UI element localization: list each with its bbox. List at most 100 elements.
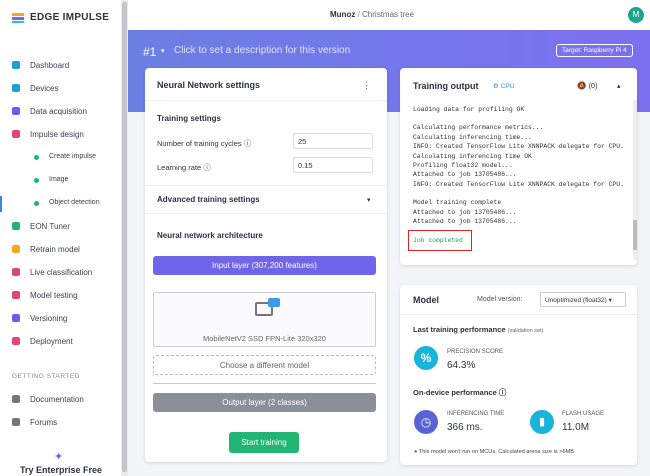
- log-line: Calculating performance metrics...: [413, 124, 544, 132]
- note: (validation set): [507, 328, 544, 334]
- log-line: Loading data for profiling OK: [413, 106, 525, 113]
- warning: ● This model won't run on MCUs. Calculat…: [414, 449, 574, 455]
- nav-icon: [12, 314, 20, 322]
- nav-icon: [12, 84, 20, 92]
- caret: ▾: [367, 197, 371, 204]
- nav-icon: [12, 130, 20, 138]
- nav-item[interactable]: Versioning: [30, 314, 68, 323]
- card-title: Model: [413, 295, 439, 305]
- status-box: [408, 230, 472, 251]
- nav-item[interactable]: Image: [49, 176, 69, 183]
- log-line: Attached to job 13705486...: [413, 208, 517, 216]
- notifications[interactable]: 🔕 (0): [577, 81, 598, 90]
- label: Learning rate: [157, 163, 202, 172]
- nav-icon: [12, 222, 20, 230]
- nav-item[interactable]: Create impulse: [49, 153, 97, 160]
- version-select[interactable]: Unoptimized (float32) ▾: [540, 292, 626, 307]
- log-line: Attached to job 13705486...: [413, 218, 517, 226]
- card-title: Neural Network settings: [157, 80, 261, 90]
- nav-item[interactable]: Deployment: [30, 337, 73, 346]
- owner[interactable]: Munoz: [330, 10, 356, 19]
- version: Unoptimized (float32): [545, 297, 607, 304]
- log-line: Calculating inferencing time OK: [413, 152, 532, 160]
- nav-item[interactable]: Dashboard: [30, 61, 70, 70]
- collapse[interactable]: ▴: [617, 83, 621, 90]
- nav-item[interactable]: Devices: [30, 84, 59, 93]
- section-title: Training settings: [157, 114, 222, 123]
- note: This model won't run on MCUs. Calculated…: [418, 449, 574, 455]
- nav-icon: [12, 61, 20, 69]
- model-icon: [255, 302, 273, 316]
- input-layer: Input layer (307,200 features): [153, 256, 376, 275]
- device: ⚙ CPU: [493, 83, 515, 90]
- topbar: [128, 0, 650, 30]
- nav-item[interactable]: Impulse design: [30, 130, 84, 139]
- section-title: On-device performance ⓘ: [413, 388, 507, 397]
- project[interactable]: Christmas tree: [362, 10, 415, 19]
- menu[interactable]: ⋮: [362, 80, 371, 90]
- choose-model[interactable]: Choose a different model: [153, 355, 376, 375]
- time-icon: ◷: [414, 410, 438, 434]
- nav-icon: [12, 245, 20, 253]
- log-line: Profiling float32 model...: [413, 162, 513, 170]
- log-line: INFO: Created TensorFlow Lite XNNPACK de…: [413, 143, 624, 151]
- nav-item[interactable]: Data acquisition: [30, 107, 87, 116]
- log-group: Calculating performance metrics... Calcul…: [413, 123, 624, 189]
- nav-icon: [12, 418, 20, 426]
- nav-item[interactable]: Retrain model: [30, 245, 80, 254]
- divider: [145, 185, 387, 186]
- log-line: INFO: Created TensorFlow Lite XNNPACK de…: [413, 180, 624, 188]
- nav-icon: [34, 178, 39, 183]
- nav-item[interactable]: Documentation: [30, 395, 84, 404]
- divider: [400, 314, 637, 315]
- model-block: [153, 292, 376, 347]
- description[interactable]: Click to set a description for this vers…: [174, 45, 351, 56]
- metric-label: INFERENCING TIME: [447, 411, 505, 417]
- field-input[interactable]: 0.15: [293, 157, 373, 173]
- nav-icon: [34, 155, 39, 160]
- section-title: Last training performance (validation se…: [413, 325, 543, 334]
- nav-item[interactable]: Object detection: [49, 199, 100, 206]
- avatar[interactable]: M: [628, 7, 644, 23]
- model-name: MobileNetV2 SSD FPN-Lite 320x320: [203, 334, 326, 343]
- field-label: Learning rate ⓘ: [157, 163, 211, 172]
- log-scrollbar: [633, 100, 637, 260]
- nav-icon: [34, 201, 39, 206]
- separator: /: [357, 10, 360, 19]
- status: Job completed: [413, 237, 463, 244]
- target-button[interactable]: Target: Raspberry Pi 4: [556, 44, 633, 57]
- model-card: [400, 285, 637, 465]
- nav-item[interactable]: Live classification: [30, 268, 93, 277]
- enterprise-link[interactable]: Try Enterprise Free: [20, 465, 103, 475]
- metric-label: PRECISION SCORE: [447, 349, 504, 355]
- divider: [145, 213, 387, 214]
- label: Number of training cycles: [157, 139, 242, 148]
- model-icon-badge: [268, 298, 280, 307]
- nav-icon: [12, 395, 20, 403]
- log-line: Calculating inferencing time...: [413, 133, 532, 141]
- version[interactable]: #1: [143, 45, 157, 59]
- output-layer: Output layer (2 classes): [153, 393, 376, 412]
- logo: EDGE IMPULSE: [30, 12, 110, 23]
- device-label: CPU: [500, 83, 515, 90]
- caret: ▾: [161, 48, 165, 55]
- log-group: Model training complete Attached to job 1…: [413, 198, 624, 226]
- log-line: Attached to job 13705486...: [413, 171, 517, 179]
- card-title: Training output: [413, 81, 479, 91]
- field-input[interactable]: 25: [293, 133, 373, 149]
- logo-icon: [12, 13, 24, 23]
- nav-item[interactable]: EON Tuner: [30, 222, 71, 231]
- nav-item[interactable]: Forums: [30, 418, 58, 427]
- log-thumb: [633, 220, 637, 250]
- section-title: Neural network architecture: [157, 231, 263, 240]
- metric-label: FLASH USAGE: [562, 411, 605, 417]
- nav-item[interactable]: Model testing: [30, 291, 78, 300]
- nav-icon: [12, 337, 20, 345]
- divider: [145, 100, 387, 101]
- start-training[interactable]: Start training: [229, 432, 299, 453]
- advanced-toggle[interactable]: Advanced training settings: [157, 195, 260, 204]
- connector: [153, 383, 376, 384]
- field-label: Number of training cycles ⓘ: [157, 139, 252, 148]
- scroll-thumb: [122, 2, 127, 472]
